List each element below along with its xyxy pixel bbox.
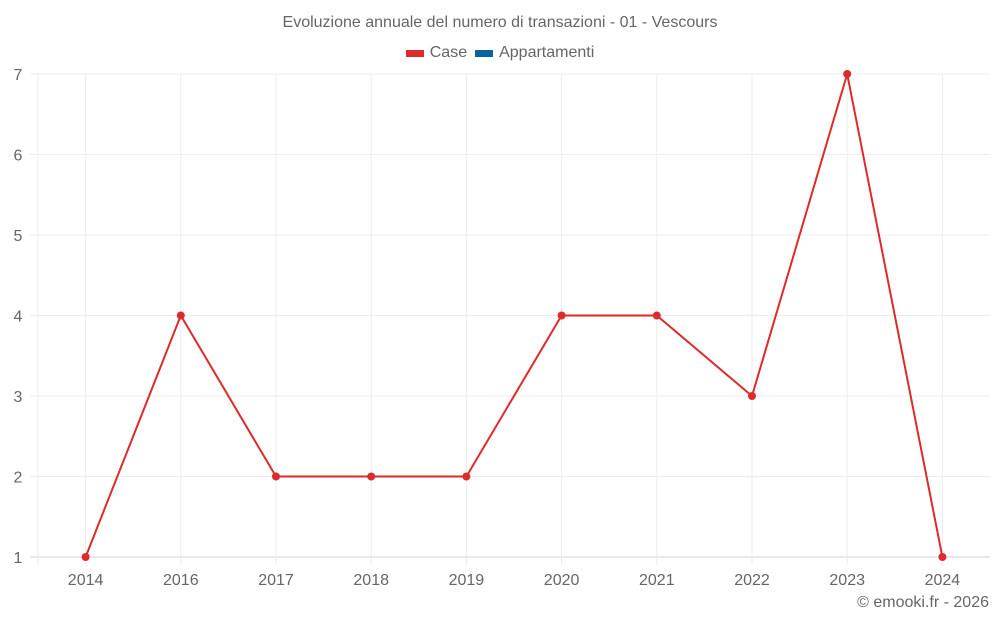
legend-item-appartamenti[interactable]: Appartamenti (475, 44, 594, 62)
x-tick-label: 2024 (925, 572, 961, 589)
x-tick-label: 2016 (163, 572, 199, 589)
grid-lines (30, 73, 990, 565)
legend: Case Appartamenti (0, 44, 1000, 62)
series-case (81, 70, 947, 561)
data-point[interactable] (367, 472, 376, 481)
y-tick-label: 1 (14, 550, 23, 567)
data-point[interactable] (176, 311, 185, 320)
data-point[interactable] (843, 70, 852, 78)
data-point[interactable] (272, 472, 280, 481)
y-tick-label: 5 (14, 228, 23, 245)
x-tick-label: 2021 (639, 572, 675, 589)
y-tick-label: 7 (14, 67, 23, 84)
y-tick-label: 6 (14, 148, 23, 165)
data-point[interactable] (652, 311, 661, 320)
data-point[interactable] (462, 472, 471, 481)
legend-swatch-case (405, 49, 424, 57)
legend-swatch-appartamenti (475, 49, 494, 57)
legend-item-case[interactable]: Case (405, 44, 468, 62)
x-tick-label: 2017 (258, 572, 294, 589)
data-point[interactable] (81, 553, 90, 561)
x-tick-label: 2020 (544, 572, 580, 589)
x-axis-ticks: 2014 2016 2017 2018 2019 2020 2021 2022 2023 2024 (68, 572, 960, 589)
x-tick-label: 2018 (353, 572, 389, 589)
credit-text: © emooki.fr - 2026 (857, 594, 989, 611)
y-tick-label: 3 (14, 389, 23, 406)
legend-label-case: Case (429, 44, 468, 61)
y-tick-label: 4 (14, 309, 23, 326)
y-tick-label: 2 (14, 470, 23, 487)
legend-label-appartamenti: Appartamenti (499, 44, 595, 61)
data-point[interactable] (557, 311, 566, 320)
data-point[interactable] (938, 553, 947, 561)
y-axis-ticks: 1 2 3 4 5 6 7 (14, 67, 23, 567)
x-tick-label: 2022 (734, 572, 770, 589)
x-tick-label: 2014 (68, 572, 104, 589)
x-tick-label: 2019 (449, 572, 485, 589)
chart-title: Evoluzione annuale del numero di transaz… (282, 14, 718, 31)
x-tick-label: 2023 (829, 572, 865, 589)
data-point[interactable] (748, 392, 756, 400)
